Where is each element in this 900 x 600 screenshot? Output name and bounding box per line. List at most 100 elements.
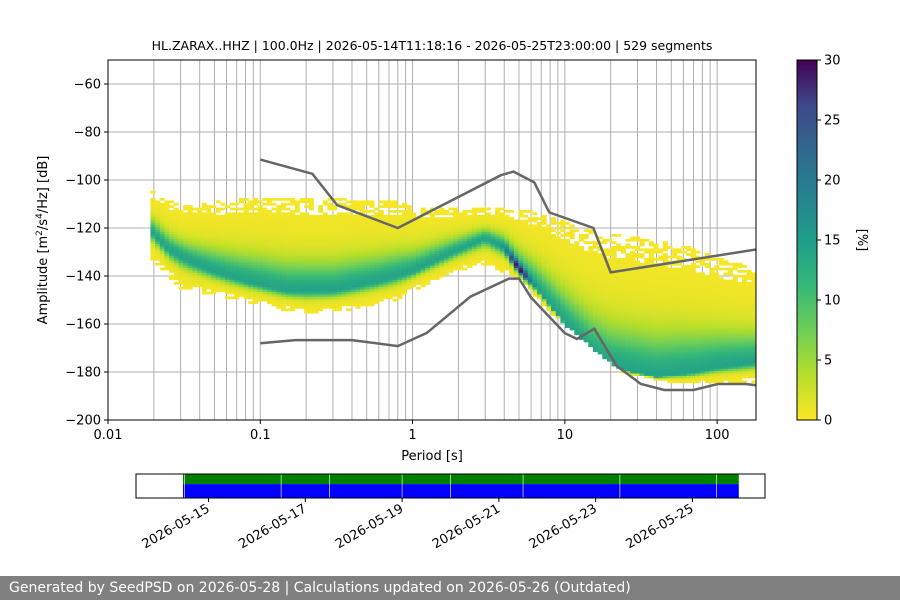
psd-cell [192, 207, 198, 211]
psd-cell [583, 339, 589, 343]
psd-cell [606, 301, 612, 304]
psd-cell [723, 361, 729, 364]
psd-cell [648, 294, 654, 297]
psd-cell [565, 243, 571, 247]
psd-cell [197, 248, 203, 252]
psd-cell [271, 226, 277, 230]
psd-cell [318, 222, 324, 225]
psd-cell [341, 296, 347, 300]
psd-cell [667, 303, 673, 307]
psd-cell [378, 241, 384, 244]
psd-cell [285, 253, 291, 256]
psd-cell [290, 284, 296, 288]
psd-cell [215, 279, 221, 283]
psd-cell [667, 308, 673, 312]
psd-cell [639, 313, 645, 316]
psd-cell [606, 310, 612, 314]
psd-cell [192, 231, 198, 235]
psd-cell [215, 229, 221, 232]
psd-cell [681, 298, 687, 302]
psd-cell [513, 238, 519, 242]
psd-cell [406, 224, 412, 228]
psd-cell [700, 289, 706, 292]
psd-cell [374, 250, 380, 254]
psd-cell [434, 270, 440, 273]
psd-cell [322, 226, 328, 230]
psd-cell [187, 224, 193, 228]
psd-cell [350, 262, 356, 266]
psd-cell [299, 279, 305, 283]
psd-cell [667, 279, 673, 283]
psd-cell [527, 246, 533, 249]
psd-cell [569, 310, 575, 314]
psd-cell [709, 282, 715, 285]
psd-cell [504, 246, 510, 249]
psd-cell [429, 274, 435, 278]
psd-cell [653, 318, 659, 321]
psd-cell [346, 255, 352, 259]
psd-cell [537, 274, 543, 278]
psd-cell [732, 310, 738, 314]
psd-cell [224, 289, 230, 292]
psd-cell [290, 234, 296, 237]
psd-cell [211, 241, 217, 244]
psd-cell [378, 229, 384, 232]
psd-cell [415, 253, 421, 256]
psd-cell [667, 320, 673, 324]
psd-cell [718, 344, 724, 348]
psd-cell [197, 246, 203, 249]
psd-cell [616, 346, 622, 350]
psd-cell [728, 342, 734, 345]
psd-cell [541, 279, 547, 283]
psd-cell [271, 236, 277, 240]
psd-cell [620, 303, 626, 307]
psd-cell [211, 282, 217, 285]
psd-cell [499, 217, 505, 220]
psd-cell [709, 306, 715, 309]
psd-cell [327, 243, 333, 247]
psd-cell [266, 286, 272, 290]
psd-cell [634, 277, 640, 280]
psd-cell [648, 334, 654, 338]
psd-cell [537, 270, 543, 273]
psd-cell [718, 327, 724, 331]
psd-cell [620, 250, 626, 254]
psd-cell [150, 202, 156, 206]
psd-cell [346, 265, 352, 268]
psd-cell [672, 358, 678, 362]
psd-cell [583, 289, 589, 292]
psd-cell [369, 298, 375, 302]
psd-cell [341, 291, 347, 295]
psd-cell [690, 356, 696, 360]
psd-cell [709, 279, 715, 283]
psd-cell [723, 339, 729, 343]
psd-cell [546, 224, 552, 228]
psd-cell [509, 238, 515, 242]
psd-cell [634, 248, 640, 252]
psd-cell [429, 217, 435, 220]
psd-cell [527, 236, 533, 240]
psd-cell [415, 262, 421, 266]
psd-cell [266, 272, 272, 276]
psd-cell [690, 262, 696, 266]
psd-cell [238, 207, 244, 211]
psd-cell [592, 272, 598, 276]
psd-cell [294, 214, 300, 218]
psd-cell [537, 294, 543, 297]
psd-cell [178, 248, 184, 252]
psd-cell [285, 282, 291, 285]
psd-cell [700, 344, 706, 348]
psd-cell [546, 291, 552, 295]
psd-cell [686, 274, 692, 278]
psd-cell [686, 356, 692, 360]
psd-cell [308, 248, 314, 252]
psd-cell [318, 210, 324, 213]
psd-cell [420, 260, 426, 264]
psd-cell [327, 274, 333, 278]
psd-cell [411, 250, 417, 254]
psd-cell [583, 253, 589, 256]
psd-cell [704, 253, 710, 256]
psd-cell [597, 332, 603, 336]
psd-cell [327, 265, 333, 268]
psd-cell [243, 212, 249, 216]
